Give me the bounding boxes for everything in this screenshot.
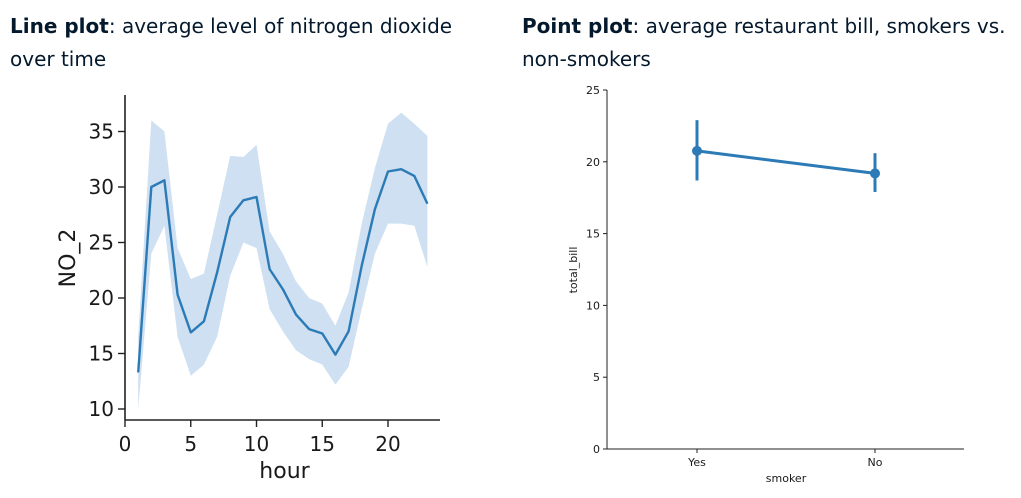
point-plot-caption: Point plot: average restaurant bill, smo… — [522, 10, 1017, 76]
x-tick-label: 10 — [244, 432, 269, 456]
x-axis-label: hour — [259, 459, 310, 484]
y-tick-label: 25 — [586, 84, 600, 97]
y-tick-label: 25 — [89, 231, 114, 255]
y-tick-label: 10 — [586, 299, 600, 312]
line-plot-caption-rest: : average level of nitrogen dioxide over… — [10, 14, 453, 71]
y-tick-label: 15 — [89, 342, 114, 366]
y-tick-label: 10 — [89, 397, 114, 421]
line-plot: 10 15 20 25 30 35 0 5 10 15 20 hour NO_2 — [56, 95, 440, 484]
x-tick-label-no: No — [868, 456, 883, 469]
confidence-band — [138, 112, 428, 409]
x-axis-label: smoker — [766, 472, 807, 485]
y-tick-label: 0 — [593, 443, 600, 456]
point-plot-caption-rest: : average restaurant bill, smokers vs. n… — [522, 14, 1006, 71]
y-tick-label: 20 — [586, 156, 600, 169]
y-tick-label: 20 — [89, 286, 114, 310]
x-tick-label: 20 — [375, 432, 400, 456]
line-plot-caption-bold: Line plot — [10, 14, 109, 38]
y-tick-label: 35 — [89, 120, 114, 144]
y-axis-label: total_bill — [567, 247, 580, 294]
y-tick-label: 5 — [593, 371, 600, 384]
x-tick-label: 15 — [310, 432, 335, 456]
y-tick-label: 30 — [89, 175, 114, 199]
point-connector-line — [696, 149, 876, 175]
point-no — [870, 168, 880, 179]
x-tick-label: 0 — [119, 432, 132, 456]
series-line — [137, 168, 429, 373]
y-axis-label: NO_2 — [56, 229, 81, 288]
x-tick-label-yes: Yes — [687, 456, 706, 469]
line-plot-caption: Line plot: average level of nitrogen dio… — [10, 10, 490, 76]
point-yes — [692, 145, 702, 156]
point-plot: 0 5 10 15 20 25 Yes No smoker total_bill — [567, 84, 964, 485]
x-tick-label: 5 — [184, 432, 197, 456]
y-tick-label: 15 — [586, 228, 600, 241]
point-plot-caption-bold: Point plot — [522, 14, 633, 38]
